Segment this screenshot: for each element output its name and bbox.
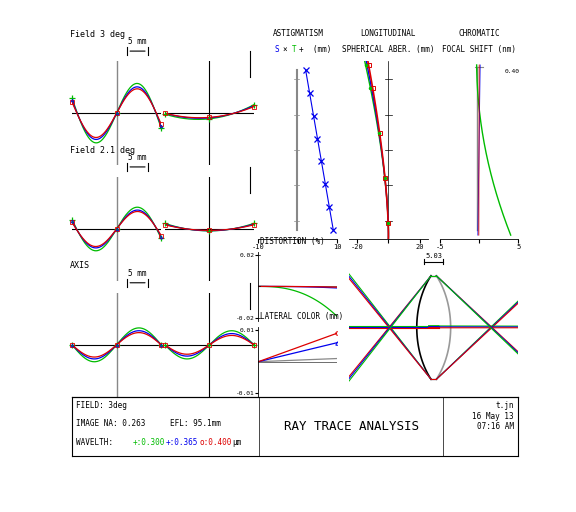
Text: IMAGE NA: 0.263: IMAGE NA: 0.263 (77, 419, 146, 428)
Text: DISTORTION (%): DISTORTION (%) (260, 237, 325, 246)
Text: FOCAL SHIFT (nm): FOCAL SHIFT (nm) (442, 46, 516, 54)
Text: LATERAL COLOR (mm): LATERAL COLOR (mm) (260, 312, 343, 321)
Text: UNITS: mm: UNITS: mm (260, 435, 298, 441)
Text: 5 mm: 5 mm (128, 269, 147, 278)
Text: t.jn
16 May 13
07:16 AM: t.jn 16 May 13 07:16 AM (472, 401, 514, 431)
Text: EFL: 95.1mm: EFL: 95.1mm (170, 419, 221, 428)
Text: Field 2.1 deg: Field 2.1 deg (70, 145, 135, 155)
Text: μm: μm (233, 438, 242, 447)
Text: o:0.400: o:0.400 (199, 438, 232, 447)
Text: ASTIGMATISM: ASTIGMATISM (272, 29, 323, 38)
Text: 0.40: 0.40 (504, 69, 519, 74)
Text: 5.03: 5.03 (425, 253, 442, 260)
Text: T: T (291, 46, 296, 54)
Text: AXIS: AXIS (70, 261, 90, 270)
Text: +:0.300: +:0.300 (132, 438, 165, 447)
Text: 5 mm: 5 mm (128, 153, 147, 162)
Text: +  (mm): + (mm) (300, 46, 332, 54)
Text: Field 3 deg: Field 3 deg (70, 30, 125, 39)
Text: ×: × (282, 46, 287, 54)
Text: +:0.365: +:0.365 (166, 438, 198, 447)
Text: SPHERICAL ABER. (mm): SPHERICAL ABER. (mm) (342, 46, 435, 54)
Text: 5 mm: 5 mm (128, 37, 147, 46)
Text: FIELD: 3deg: FIELD: 3deg (77, 401, 127, 410)
Text: RAY TRACE ANALYSIS: RAY TRACE ANALYSIS (283, 420, 419, 433)
Text: CHROMATIC: CHROMATIC (458, 29, 500, 38)
Text: WAVELTH:: WAVELTH: (77, 438, 118, 447)
Text: LONGITUDINAL: LONGITUDINAL (361, 29, 416, 38)
Text: S: S (274, 46, 279, 54)
